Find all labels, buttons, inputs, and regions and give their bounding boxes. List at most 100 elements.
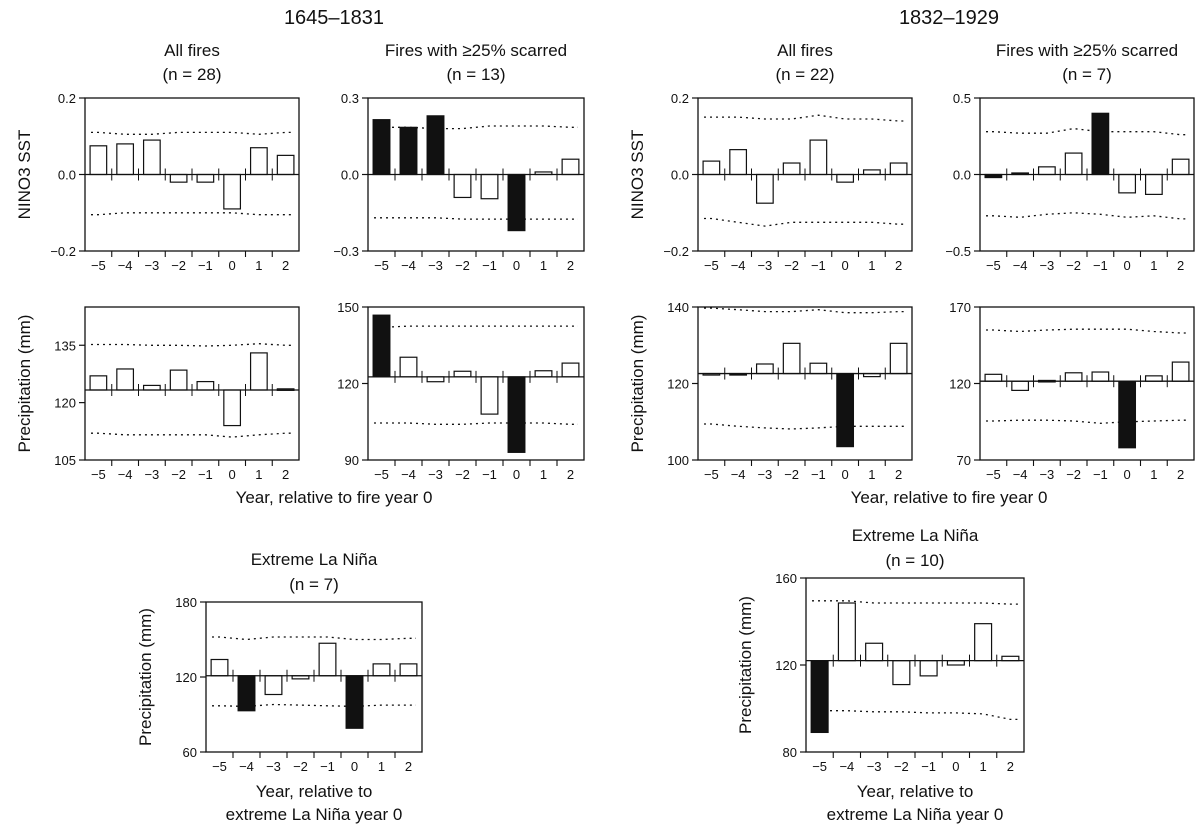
x-axis-label-nina-1645-1831-line1: Year, relative to <box>256 782 373 801</box>
bar <box>534 370 553 378</box>
x-tick-label: −4 <box>731 258 746 273</box>
bar <box>116 368 135 391</box>
y-tick-label: −0.2 <box>50 244 76 259</box>
y-tick-label: 135 <box>54 338 76 353</box>
bar <box>372 663 391 677</box>
panel-title: All fires <box>777 41 833 60</box>
bar <box>1171 361 1190 382</box>
bar <box>276 154 295 176</box>
y-tick-label: 120 <box>175 670 197 685</box>
x-tick-label: −4 <box>118 467 133 482</box>
bar <box>480 173 499 200</box>
y-tick-label: 0.0 <box>58 168 76 183</box>
x-tick-label: −2 <box>894 759 909 774</box>
bar <box>453 370 472 378</box>
x-tick-label: −5 <box>91 467 106 482</box>
y-axis-label: Precipitation (mm) <box>15 315 34 453</box>
ci-upper-line <box>704 307 906 314</box>
x-tick-label: −3 <box>428 467 443 482</box>
x-tick-label: −1 <box>198 467 213 482</box>
x-tick-label: 0 <box>1124 258 1131 273</box>
x-axis-label-nina-1832-1929-line1: Year, relative to <box>857 782 974 801</box>
panel-sample-size: (n = 22) <box>775 65 834 84</box>
x-tick-label: −2 <box>784 258 799 273</box>
x-tick-label: −5 <box>212 759 227 774</box>
x-tick-label: −1 <box>198 258 213 273</box>
bar-significant <box>1091 112 1110 176</box>
x-tick-label: −3 <box>1039 467 1054 482</box>
x-tick-label: −3 <box>266 759 281 774</box>
ci-upper-line <box>212 636 416 641</box>
x-tick-label: −5 <box>986 258 1001 273</box>
bar <box>453 173 472 199</box>
ci-lower-line <box>986 419 1188 424</box>
x-tick-label: −2 <box>455 258 470 273</box>
x-tick-label: −2 <box>455 467 470 482</box>
y-tick-label: 180 <box>175 595 197 610</box>
ci-lower-line <box>212 703 416 708</box>
ci-upper-line <box>986 328 1188 334</box>
bar <box>196 173 215 183</box>
bar <box>809 362 828 375</box>
x-axis-label-nina-1645-1831-line2: extreme La Niña year 0 <box>226 805 403 824</box>
panel-title: Extreme La Niña <box>251 550 378 569</box>
x-tick-label: 1 <box>255 258 262 273</box>
x-tick-label: −3 <box>428 258 443 273</box>
bar <box>1011 380 1030 391</box>
y-tick-label: 170 <box>949 300 971 315</box>
x-tick-label: −3 <box>867 759 882 774</box>
x-tick-label: −1 <box>811 467 826 482</box>
panel-sample-size: (n = 7) <box>1062 65 1112 84</box>
bar-significant <box>372 314 391 378</box>
x-tick-label: −1 <box>1093 467 1108 482</box>
x-tick-label: −5 <box>986 467 1001 482</box>
x-tick-label: −4 <box>839 759 854 774</box>
x-tick-label: 1 <box>540 467 547 482</box>
panel-sample-size: (n = 10) <box>885 551 944 570</box>
x-tick-label: −5 <box>704 258 719 273</box>
bar <box>1064 152 1083 176</box>
ci-upper-line <box>374 325 578 329</box>
x-tick-label: 2 <box>282 258 289 273</box>
chart-panel-p1-nina-pr: 180 120 60 −5 −4 −3 −2 −1 0 1 2 Extreme La Niña Prec… <box>136 550 423 774</box>
x-tick-label: 0 <box>513 258 520 273</box>
bar <box>480 376 499 415</box>
ci-lower-line <box>986 212 1188 220</box>
x-tick-label: −2 <box>171 258 186 273</box>
bar <box>755 173 774 204</box>
panel-sample-size: (n = 7) <box>289 575 339 594</box>
bar-significant <box>507 173 526 232</box>
x-tick-label: 0 <box>229 258 236 273</box>
plot-frame <box>697 306 913 461</box>
y-tick-label: 100 <box>667 453 689 468</box>
bar <box>561 158 580 176</box>
bar <box>89 375 108 391</box>
x-tick-label: 1 <box>540 258 547 273</box>
x-tick-label: −4 <box>239 759 254 774</box>
x-tick-label: 2 <box>1177 467 1184 482</box>
bar <box>196 380 215 391</box>
panel-sample-size: (n = 28) <box>162 65 221 84</box>
ci-lower-line <box>704 217 906 227</box>
bar <box>264 675 283 696</box>
x-tick-label: 2 <box>282 467 289 482</box>
ci-lower-line <box>374 217 578 220</box>
bar <box>889 162 908 176</box>
y-tick-label: −0.3 <box>333 244 359 259</box>
chart-panel-p1-scar-sst: 0.3 0.0 −0.3 −5 −4 −3 −2 −1 0 1 2 Fires with ≥25% s… <box>333 41 585 273</box>
bar-significant <box>1118 380 1137 449</box>
y-tick-label: 120 <box>337 377 359 392</box>
x-tick-label: 0 <box>842 258 849 273</box>
bar <box>142 139 161 176</box>
x-tick-label: −1 <box>811 258 826 273</box>
y-tick-label: 105 <box>54 453 76 468</box>
x-tick-label: 1 <box>868 258 875 273</box>
y-tick-label: 70 <box>957 453 971 468</box>
ci-upper-line <box>986 127 1188 136</box>
bar <box>223 389 242 427</box>
bar <box>946 660 965 666</box>
bar <box>892 660 911 686</box>
panel-sample-size: (n = 13) <box>446 65 505 84</box>
x-tick-label: 2 <box>895 258 902 273</box>
